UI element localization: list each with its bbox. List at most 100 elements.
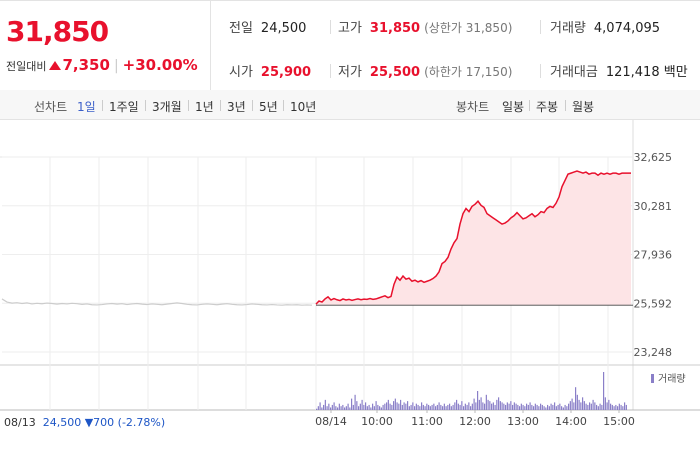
volume-bar — [482, 402, 484, 410]
volume-bar — [576, 394, 578, 410]
volume-bar — [319, 402, 321, 410]
candle-chart-label: 봉차트 — [456, 100, 490, 114]
volume-bar — [510, 401, 512, 410]
volume-bar — [550, 403, 552, 410]
volume-bar — [456, 399, 458, 410]
volume-bar — [517, 404, 519, 410]
volume-bar — [597, 406, 599, 410]
volume-bar — [526, 403, 528, 410]
volume-bar — [349, 407, 351, 410]
volume-bar — [475, 402, 477, 410]
prev-close-value: 24,500 — [42, 416, 82, 429]
volume-bar — [372, 403, 374, 410]
volume-bar — [454, 402, 456, 410]
tab-1w[interactable]: 1주일 — [109, 100, 139, 114]
tab-daily-candle[interactable]: 일봉 — [502, 100, 525, 114]
tab-3y[interactable]: 3년 — [227, 100, 246, 114]
stat-sub: (상한가 31,850) — [424, 21, 513, 35]
tab-1y[interactable]: 1년 — [195, 100, 214, 114]
volume-bar — [620, 404, 622, 410]
volume-bar — [480, 397, 482, 410]
volume-bar — [335, 406, 337, 410]
current-price: 31,850 — [6, 15, 109, 48]
volume-legend-label: 거래량 — [658, 373, 686, 385]
volume-bar — [342, 404, 344, 410]
volume-bar — [400, 399, 402, 410]
volume-bar — [468, 402, 470, 410]
tab-1d[interactable]: 1일 — [77, 100, 96, 114]
volume-bar — [618, 403, 620, 410]
volume-bar — [554, 402, 556, 410]
volume-bar — [398, 403, 400, 410]
prev-change-value: ▼700 (-2.78%) — [84, 416, 166, 429]
volume-bar — [352, 404, 354, 410]
volume-bar — [583, 401, 585, 410]
volume-bar — [424, 406, 426, 410]
volume-bar — [552, 404, 554, 410]
tab-5y[interactable]: 5년 — [259, 100, 278, 114]
stat-volume: 거래량 4,074,095 — [550, 17, 660, 36]
volume-bar — [442, 406, 444, 410]
volume-bar — [338, 403, 340, 410]
divider — [252, 100, 253, 111]
tab-monthly-candle[interactable]: 월봉 — [572, 100, 595, 114]
volume-bar — [351, 398, 353, 410]
volume-bar — [519, 406, 521, 410]
tab-3m[interactable]: 3개월 — [152, 100, 182, 114]
volume-bar — [415, 403, 417, 410]
volume-bar — [366, 406, 368, 410]
volume-bar — [538, 406, 540, 410]
y-tick-label: 23,248 — [634, 346, 673, 359]
volume-bar — [596, 404, 598, 410]
stat-label: 저가 — [338, 65, 362, 80]
volume-legend-swatch — [651, 374, 654, 383]
chart-period-tabs: 선차트 1일 1주일 3개월 1년 3년 5년 10년 봉차트 일봉 주봉 월봉 — [0, 90, 700, 120]
volume-bar — [590, 403, 592, 410]
volume-bar — [443, 403, 445, 410]
volume-bar — [324, 399, 326, 410]
stat-label: 시가 — [229, 65, 253, 80]
volume-bar — [412, 402, 414, 410]
volume-bar — [494, 404, 496, 410]
volume-bar — [498, 397, 500, 410]
volume-bar — [370, 407, 372, 410]
volume-bar — [533, 406, 535, 410]
tab-10y[interactable]: 10년 — [290, 100, 317, 114]
price-chart: 32,625 30,281 27,936 25,592 23,248 거래량 08/14 10… — [0, 120, 700, 428]
volume-bar — [403, 402, 405, 410]
volume-bar — [393, 401, 395, 410]
volume-bar — [573, 402, 575, 410]
volume-bar — [333, 402, 335, 410]
volume-bar — [610, 403, 612, 410]
volume-bar — [557, 404, 559, 410]
stat-prev-close: 전일 24,500 — [229, 17, 306, 36]
volume-bar — [606, 402, 608, 410]
change-label: 전일대비 — [6, 60, 47, 73]
volume-bar — [615, 404, 617, 410]
divider — [220, 100, 221, 111]
volume-bar — [345, 406, 347, 410]
volume-bar — [447, 404, 449, 410]
volume-bar — [506, 402, 508, 410]
volume-bar — [317, 406, 319, 410]
volume-bar — [450, 406, 452, 410]
volume-bar — [445, 406, 447, 410]
volume-bar — [561, 406, 563, 410]
change-divider: | — [113, 58, 119, 74]
volume-bar — [568, 403, 570, 410]
tab-weekly-candle[interactable]: 주봉 — [536, 100, 559, 114]
volume-bar — [484, 403, 486, 410]
volume-bar — [587, 404, 589, 410]
volume-bar — [611, 404, 613, 410]
volume-bar — [401, 404, 403, 410]
volume-bar — [457, 403, 459, 410]
x-tick-label: 11:00 — [411, 415, 443, 428]
volume-bar — [622, 406, 624, 410]
quote-summary: 31,850 전일대비 7,350 | +30.00% 전일 24,500 고가 31,8… — [0, 0, 700, 92]
volume-bar — [436, 404, 438, 410]
divider — [145, 100, 146, 111]
x-tick-label: 12:00 — [459, 415, 491, 428]
volume-bar — [433, 403, 435, 410]
volume-bar — [363, 404, 365, 410]
volume-bar — [515, 403, 517, 410]
